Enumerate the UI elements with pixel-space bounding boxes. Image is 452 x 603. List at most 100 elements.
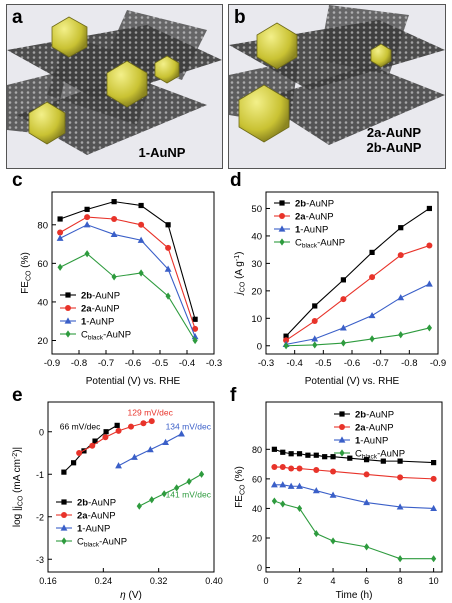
- legend-label-c-0: 2b-AuNP: [81, 291, 120, 302]
- y-tick-label-f-1: 20: [252, 534, 262, 544]
- legend-label-f-2: 1-AuNP: [355, 436, 388, 447]
- data-point-c-3-1: [84, 250, 90, 258]
- legend-label-d-2: 1-AuNP: [295, 225, 328, 236]
- data-point-f-2-2: [287, 482, 295, 489]
- x-tick-label-d-1: -0.4: [286, 358, 302, 369]
- data-point-f-0-3: [296, 451, 303, 457]
- x-tick-label-e-3: 0.40: [205, 576, 223, 586]
- legend-label-f-0: 2b-AuNP: [355, 410, 394, 421]
- data-point-d-3-5: [426, 324, 432, 332]
- illustration-caption-a: 1-AuNP: [138, 145, 186, 160]
- data-point-f-1-3: [296, 465, 303, 472]
- legend-marker-f-0: [339, 411, 345, 417]
- data-point-d-1-3: [369, 274, 376, 281]
- chart-f-stability: 0 2 4 6 8 10 0 20 40 60 80 Time (h) FECO (%) 2b-AuNP 2…: [234, 401, 443, 601]
- data-point-c-3-0: [57, 263, 63, 271]
- panel-label-b: b: [234, 7, 246, 28]
- y-tick-label-c-2: 60: [37, 259, 48, 270]
- panel-label-e: e: [12, 385, 23, 406]
- data-point-f-2-7: [396, 503, 404, 510]
- x-tick-label-c-4: -0.5: [152, 358, 168, 369]
- data-point-c-1-0: [57, 229, 64, 236]
- data-point-e-1-3: [115, 427, 122, 434]
- illustration-caption-b: 2a-AuNP 2b-AuNP: [349, 125, 439, 155]
- plot-frame-c: [51, 191, 215, 355]
- data-point-f-2-1: [279, 481, 287, 488]
- data-point-c-0-0: [57, 216, 63, 222]
- data-point-f-3-4: [330, 537, 336, 545]
- series-line-c-2: [59, 224, 196, 337]
- legend-marker-e-0: [61, 499, 67, 505]
- data-point-f-1-4: [313, 467, 320, 473]
- data-point-c-0-4: [165, 222, 171, 228]
- legend-label-e-1: 2a-AuNP: [77, 511, 116, 522]
- x-tick-label-d-5: -0.8: [401, 358, 417, 369]
- y-axis-label-c: FECO (%): [20, 252, 33, 294]
- data-point-f-3-7: [431, 555, 437, 563]
- data-point-c-2-0: [56, 234, 64, 241]
- x-tick-label-d-6: -0.9: [430, 358, 446, 369]
- y-tick-label-e-1: -2: [36, 512, 44, 522]
- data-point-f-1-5: [330, 468, 337, 475]
- legend-marker-d-2: [278, 225, 286, 232]
- data-point-f-0-11: [397, 458, 403, 464]
- x-tick-label-f-1: 2: [297, 576, 302, 586]
- data-point-c-1-2: [111, 216, 118, 222]
- y-axis-label-f: FECO (%): [234, 466, 247, 508]
- data-point-f-1-6: [363, 471, 370, 478]
- legend-marker-c-0: [65, 292, 71, 298]
- data-point-d-3-1: [312, 341, 318, 349]
- series-line-c-0: [59, 201, 196, 320]
- y-tick-label-d-0: 0: [257, 341, 262, 352]
- y-tick-label-c-1: 40: [37, 297, 48, 308]
- data-point-f-0-0: [271, 446, 277, 452]
- data-point-f-0-10: [380, 458, 386, 464]
- data-point-e-0-3: [92, 438, 98, 444]
- x-tick-label-f-0: 0: [263, 576, 268, 586]
- plot-frame-e: [47, 401, 215, 573]
- legend-marker-f-1: [339, 424, 345, 430]
- data-point-f-1-2: [288, 465, 295, 472]
- legend-label-e-0: 2b-AuNP: [77, 498, 116, 509]
- data-point-e-1-0: [76, 450, 83, 456]
- panel-label-a: a: [12, 7, 23, 28]
- data-point-d-0-3: [369, 249, 375, 256]
- illustration-panel-b: b 2a-AuNP 2b-AuNP: [228, 4, 446, 169]
- legend-marker-c-3: [65, 330, 71, 338]
- data-point-f-0-12: [431, 460, 437, 466]
- x-tick-label-f-4: 8: [398, 576, 403, 586]
- x-axis-label-e: η (V): [120, 590, 142, 601]
- x-axis-label-f: Time (h): [336, 590, 373, 601]
- data-point-d-1-2: [340, 296, 347, 303]
- data-point-c-0-1: [84, 206, 90, 212]
- data-point-c-2-3: [137, 236, 145, 243]
- y-tick-label-d-2: 20: [251, 286, 262, 297]
- y-tick-label-c-3: 80: [37, 220, 48, 231]
- data-point-e-3-0: [136, 502, 142, 510]
- x-tick-label-f-2: 4: [331, 576, 336, 586]
- legend-label-d-3: Cblack-AuNP: [295, 238, 345, 250]
- series-line-c-1: [59, 216, 196, 330]
- data-point-e-1-1: [89, 442, 96, 449]
- x-axis-label-d: Potential (V) vs. RHE: [305, 376, 400, 387]
- data-point-d-0-4: [398, 225, 404, 231]
- y-axis-label-d: jCO (A g-1): [234, 252, 247, 297]
- legend-marker-f-2: [338, 436, 346, 443]
- data-point-c-0-5: [192, 316, 198, 322]
- x-tick-label-e-0: 0.16: [39, 576, 57, 586]
- legend-marker-c-1: [65, 305, 71, 311]
- y-tick-label-e-3: 0: [39, 427, 44, 437]
- legend-label-f-3: Cblack-AuNP: [355, 449, 405, 461]
- y-axis-label-e: log |jCO (mA cm-2)|: [12, 447, 25, 527]
- data-point-c-2-2: [110, 230, 118, 238]
- data-point-e-2-0: [115, 462, 122, 469]
- data-point-f-0-1: [280, 449, 286, 455]
- data-point-c-1-3: [138, 221, 145, 228]
- panel-label-f: f: [230, 385, 237, 406]
- x-tick-label-d-0: -0.3: [258, 358, 274, 369]
- data-point-d-3-3: [369, 335, 375, 343]
- data-point-d-2-2: [340, 324, 347, 331]
- data-point-f-2-0: [270, 481, 278, 488]
- series-line-d-3: [286, 327, 430, 347]
- x-axis-label-c: Potential (V) vs. RHE: [86, 376, 181, 387]
